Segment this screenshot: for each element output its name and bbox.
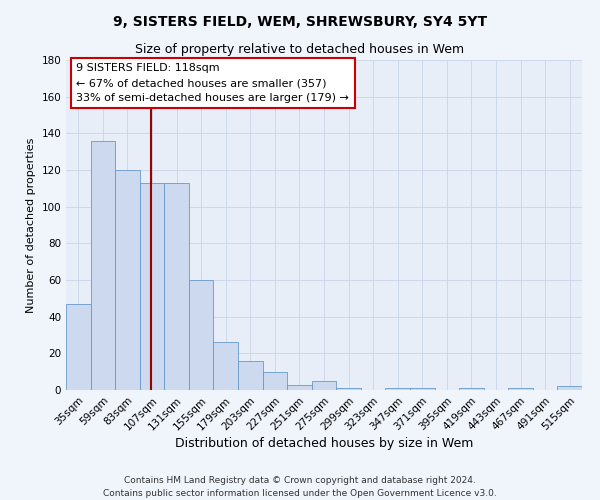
Bar [115,170,140,390]
Y-axis label: Number of detached properties: Number of detached properties [26,138,36,312]
Text: Contains HM Land Registry data © Crown copyright and database right 2024.
Contai: Contains HM Land Registry data © Crown c… [103,476,497,498]
Bar [410,388,434,390]
Text: 9, SISTERS FIELD, WEM, SHREWSBURY, SY4 5YT: 9, SISTERS FIELD, WEM, SHREWSBURY, SY4 5… [113,15,487,29]
Bar [140,183,164,390]
X-axis label: Distribution of detached houses by size in Wem: Distribution of detached houses by size … [175,438,473,450]
Bar [66,304,91,390]
Bar [508,388,533,390]
Text: 9 SISTERS FIELD: 118sqm
← 67% of detached houses are smaller (357)
33% of semi-d: 9 SISTERS FIELD: 118sqm ← 67% of detache… [76,64,349,103]
Text: Size of property relative to detached houses in Wem: Size of property relative to detached ho… [136,42,464,56]
Bar [238,360,263,390]
Bar [312,381,336,390]
Bar [164,183,189,390]
Bar [214,342,238,390]
Bar [557,386,582,390]
Bar [287,384,312,390]
Bar [459,388,484,390]
Bar [385,388,410,390]
Bar [336,388,361,390]
Bar [263,372,287,390]
Bar [189,280,214,390]
Bar [91,140,115,390]
